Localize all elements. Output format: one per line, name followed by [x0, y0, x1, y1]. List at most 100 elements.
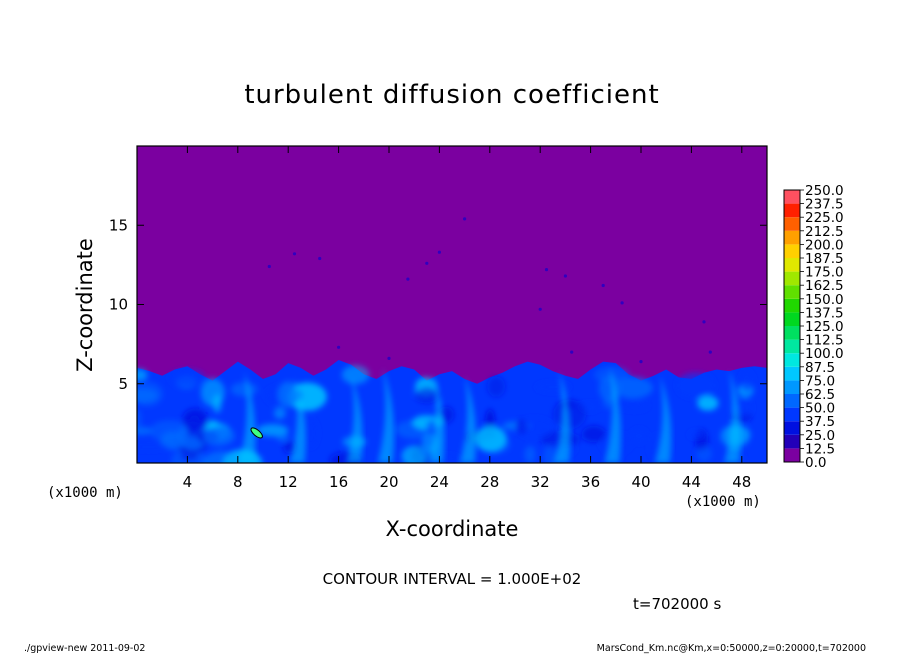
eddy-blob: [137, 443, 169, 451]
isolated-spot: [538, 307, 542, 311]
isolated-spot: [437, 250, 441, 254]
eddy-blob: [182, 408, 209, 432]
colorbar-label: 125.0: [805, 319, 844, 335]
contour-highlight: [250, 427, 263, 439]
eddy-blob: [230, 382, 258, 397]
time-stamp: t=702000 s: [633, 595, 721, 613]
eddy-texture: [137, 365, 754, 463]
eddy-blob: [277, 381, 299, 408]
isolated-spot: [544, 268, 549, 272]
plume-column: [377, 367, 395, 463]
colorbar-swatch: [784, 326, 800, 340]
chart-title: turbulent diffusion coefficient: [244, 80, 659, 110]
footer-right: MarsCond_Km.nc@Km,x=0:50000,z=0:20000,t=…: [597, 643, 866, 654]
isolated-spot: [406, 277, 410, 281]
colorbar-label: 162.5: [805, 278, 844, 294]
x-tick-label: 8: [233, 473, 243, 491]
colorbar-swatch: [784, 244, 800, 258]
eddy-blob: [203, 451, 240, 463]
eddy-blob: [415, 387, 439, 404]
eddy-blob: [553, 399, 587, 430]
x-tick-label: 44: [682, 473, 701, 491]
plume-column: [239, 371, 256, 463]
isolated-spot: [708, 350, 712, 354]
colorbar-label: 175.0: [805, 265, 844, 281]
isolated-spot: [463, 217, 467, 221]
colorbar-label: 62.5: [805, 387, 835, 403]
eddy-blob: [341, 365, 370, 385]
x-tick-label: 48: [732, 473, 751, 491]
plume-column: [428, 374, 445, 463]
colorbar-swatch: [784, 407, 800, 422]
isolated-spot: [337, 345, 341, 349]
plume-column: [604, 366, 621, 463]
x-tick-label: 32: [531, 473, 550, 491]
eddy-blob: [581, 425, 606, 443]
isolated-spot: [318, 256, 322, 261]
colorbar-label: 12.5: [805, 441, 835, 457]
eddy-blob: [688, 431, 705, 439]
colorbar-label: 25.0: [805, 428, 835, 444]
colorbar-swatch: [784, 380, 800, 394]
colorbar-swatch: [784, 203, 800, 218]
x-tick-label: 28: [480, 473, 499, 491]
eddy-blob: [524, 446, 536, 463]
colorbar-label: 225.0: [805, 210, 844, 226]
colorbar-label: 50.0: [805, 401, 835, 417]
footer-left: ./gpview-new 2011-09-02: [24, 643, 145, 654]
colorbar-swatch: [784, 421, 800, 435]
eddy-blob: [275, 431, 289, 442]
plume-column: [289, 377, 306, 463]
isolated-spot: [425, 261, 429, 265]
colorbar-label: 187.5: [805, 251, 844, 267]
y-axis-label: Z-coordinate: [73, 238, 97, 372]
colorbar-swatch: [784, 271, 800, 286]
isolated-spot: [267, 264, 271, 269]
colorbar-label: 150.0: [805, 292, 844, 308]
x-tick-label: 24: [430, 473, 449, 491]
x-tick-label: 36: [581, 473, 600, 491]
colorbar-swatch: [784, 230, 800, 245]
eddy-blob: [676, 372, 715, 398]
eddy-blob: [137, 369, 148, 382]
colorbar-label: 237.5: [805, 197, 844, 213]
heatmap-field: [137, 217, 767, 463]
plume-column: [554, 371, 571, 463]
colorbar-swatch: [784, 258, 800, 272]
colorbar-label: 75.0: [805, 373, 835, 389]
y-tick-label: 15: [109, 216, 128, 234]
x-tick-label: 16: [329, 473, 348, 491]
colorbar-label: 0.0: [805, 455, 826, 471]
colorbar-label: 250.0: [805, 183, 844, 199]
y-tick-label: 10: [109, 296, 128, 314]
colorbar-swatch: [784, 285, 800, 299]
y-tick-label: 5: [118, 375, 128, 393]
colorbar: 0.012.525.037.550.062.575.087.5100.0112.…: [783, 183, 844, 471]
colorbar-label: 112.5: [805, 333, 844, 349]
isolated-spot: [292, 252, 297, 256]
eddy-blob: [613, 377, 653, 399]
x-axis-label: X-coordinate: [386, 517, 519, 541]
plume-column: [654, 375, 672, 463]
contour-interval-note: CONTOUR INTERVAL = 1.000E+02: [323, 570, 582, 588]
colorbar-label: 87.5: [805, 360, 835, 376]
plume-column: [346, 375, 363, 463]
isolated-spot: [639, 360, 643, 364]
colorbar-swatch: [784, 298, 800, 313]
eddy-blob: [273, 407, 286, 420]
colorbar-swatch: [784, 217, 800, 231]
eddy-blob: [304, 419, 318, 448]
isolated-spot: [620, 301, 624, 305]
eddy-blob: [474, 425, 507, 452]
eddy-blob: [202, 426, 235, 447]
isolated-spot: [387, 356, 391, 360]
colorbar-swatch: [784, 339, 800, 354]
eddy-blob: [612, 400, 645, 409]
eddy-blob: [740, 370, 754, 393]
colorbar-swatch: [784, 434, 800, 449]
colorbar-label: 212.5: [805, 224, 844, 240]
eddy-blob: [137, 426, 153, 435]
eddy-blob: [137, 408, 142, 430]
x-tick-label: 12: [279, 473, 298, 491]
